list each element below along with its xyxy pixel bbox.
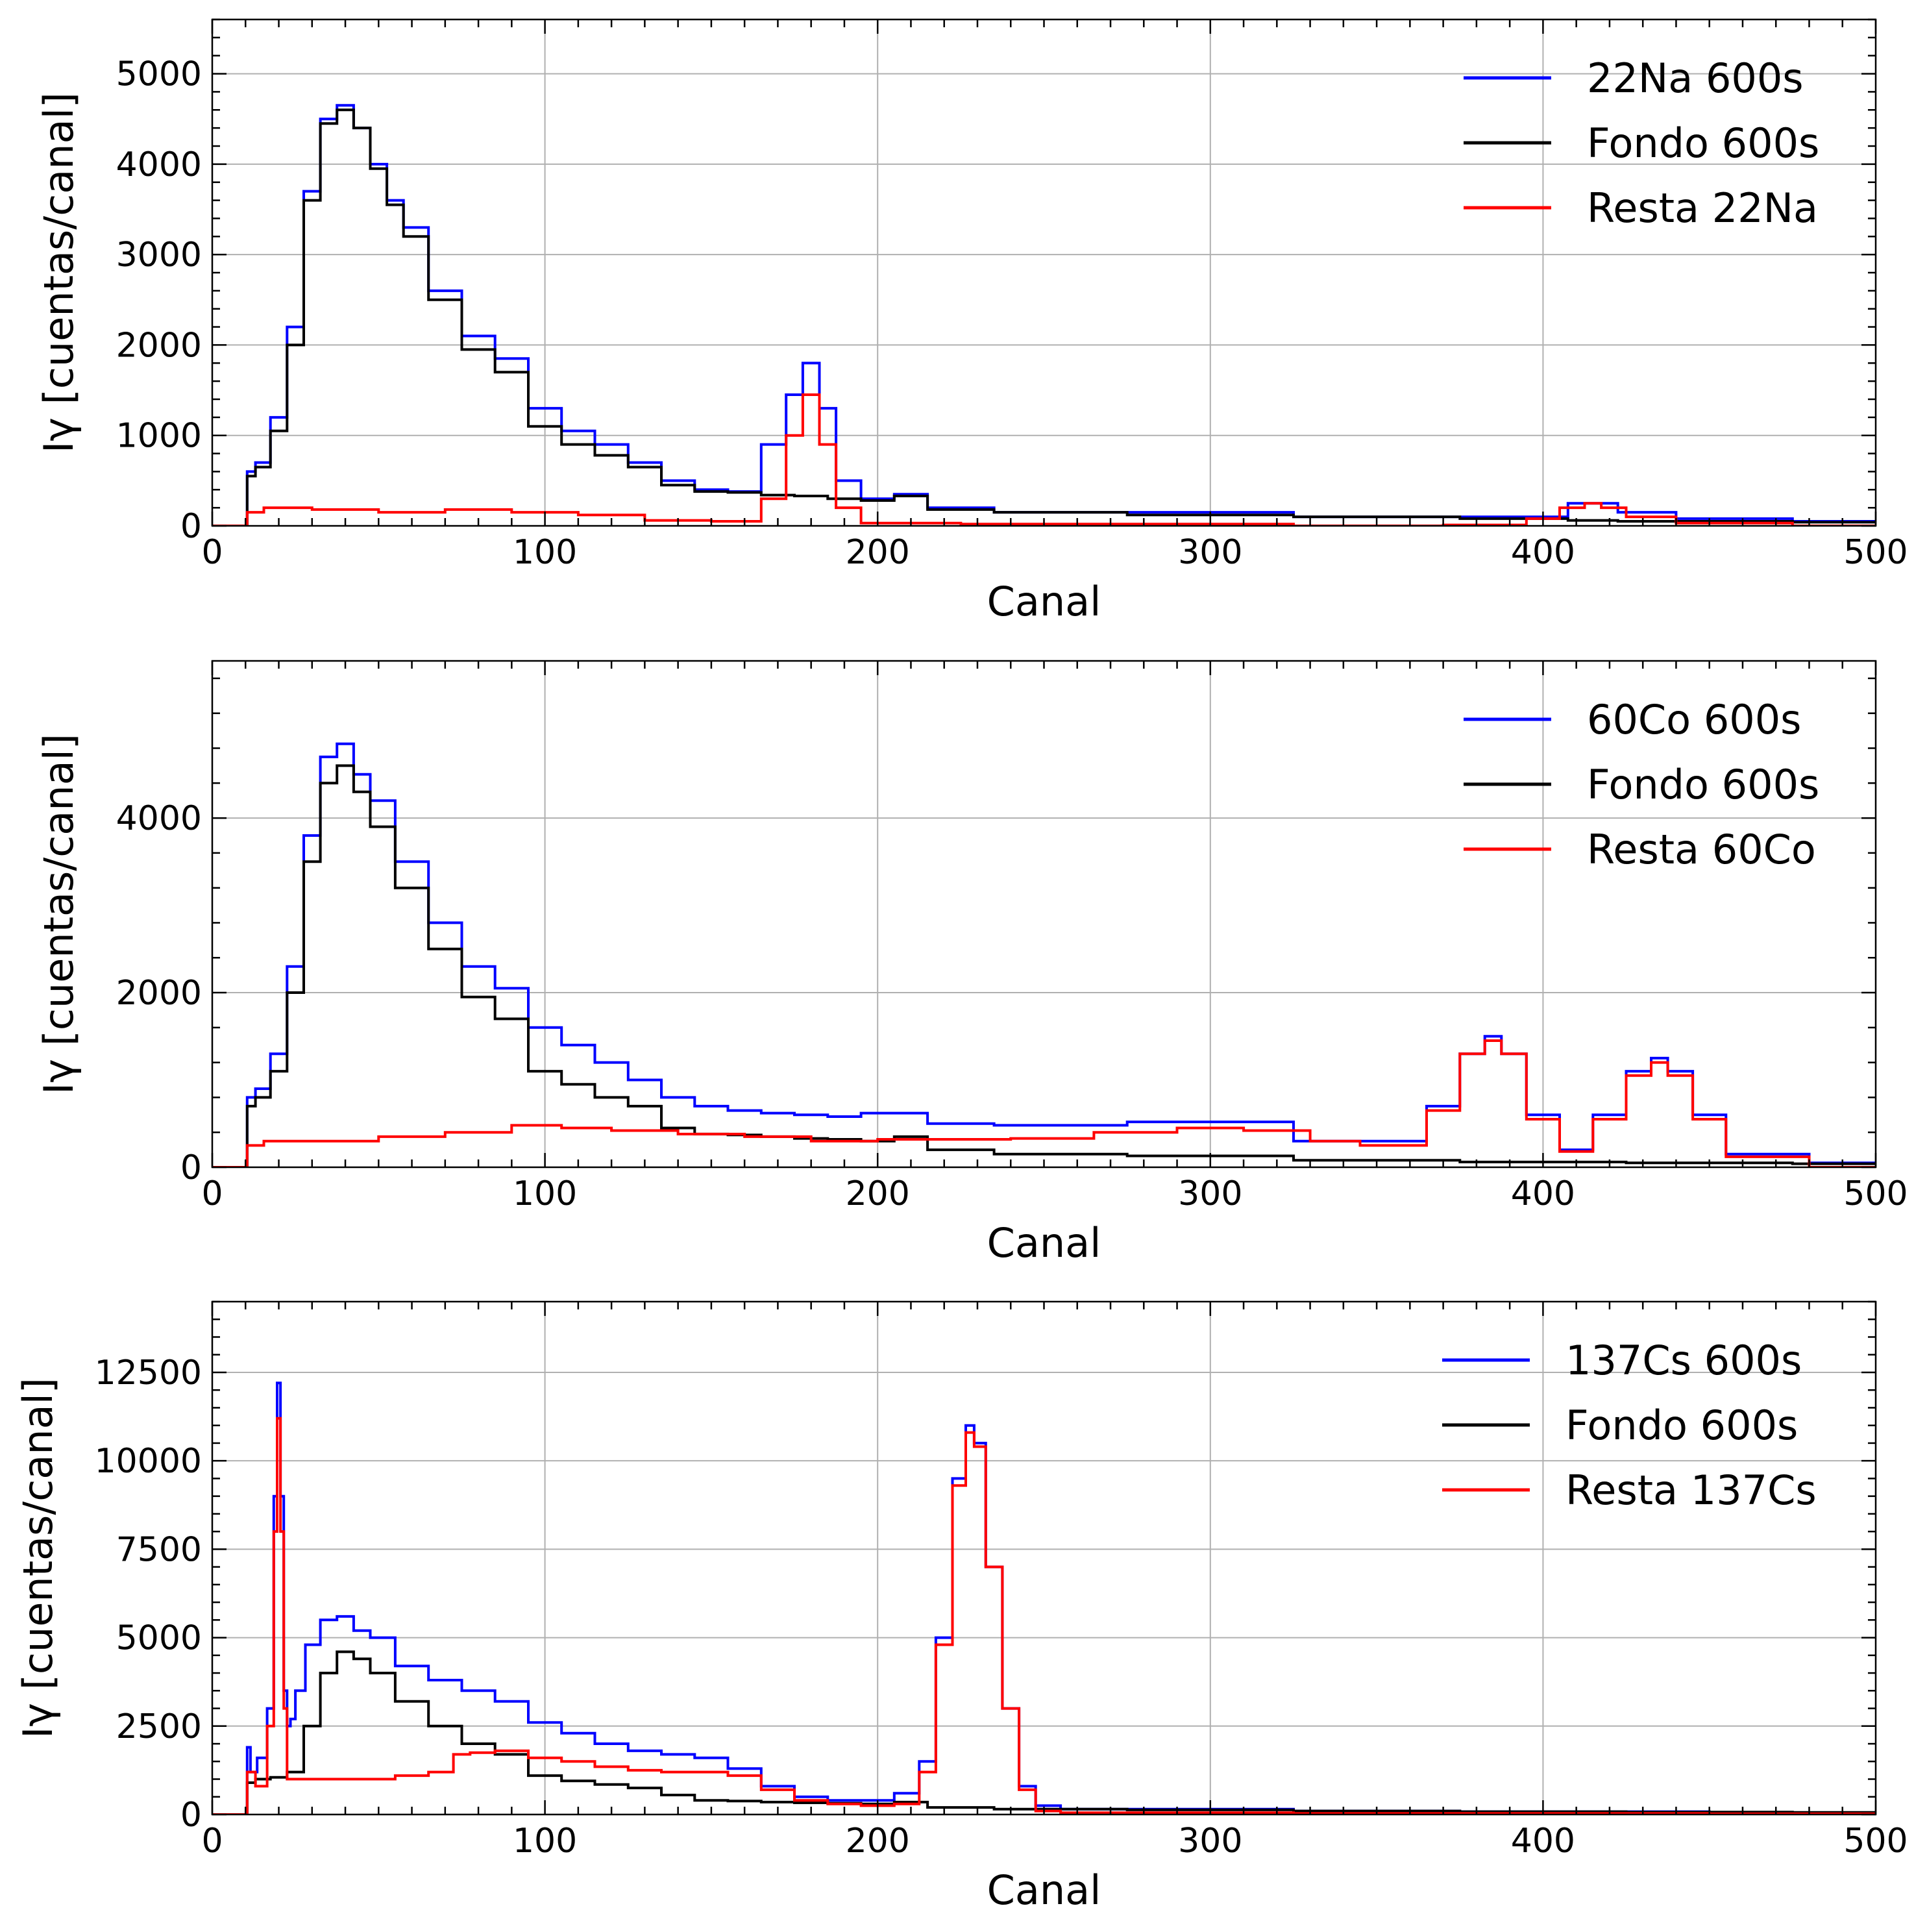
x-tick-label: 100 xyxy=(513,1822,577,1861)
x-tick-label: 300 xyxy=(1178,1174,1242,1213)
x-tick-label: 100 xyxy=(513,1174,577,1213)
legend-label: 22Na 600s xyxy=(1587,55,1804,102)
y-tick-label: 5000 xyxy=(116,1619,202,1658)
x-tick-label: 0 xyxy=(201,1174,223,1213)
y-axis-label: Iγ [cuentas/canal] xyxy=(35,734,82,1095)
x-tick-label: 500 xyxy=(1843,1822,1908,1861)
y-tick-label: 2000 xyxy=(116,974,202,1013)
chart-panel-60co: 0 100 200 300 400 500 0 2000 4000 Canal Iγ [cuenta… xyxy=(35,660,1908,1267)
legend-label: Fondo 600s xyxy=(1587,761,1819,808)
x-tick-label: 400 xyxy=(1511,533,1575,572)
legend-label: Resta 22Na xyxy=(1587,184,1818,232)
series-line-fondo-600s xyxy=(212,764,1876,1167)
x-tick-label: 400 xyxy=(1511,1822,1575,1861)
series-line-fondo-600s xyxy=(212,1650,1876,1814)
y-tick-label: 10000 xyxy=(95,1442,202,1481)
x-axis-label: Canal xyxy=(987,578,1101,625)
x-tick-label: 200 xyxy=(846,1822,910,1861)
x-axis-label: Canal xyxy=(987,1219,1101,1267)
y-tick-label: 1000 xyxy=(116,417,202,456)
legend-label: Fondo 600s xyxy=(1587,119,1819,167)
x-tick-label: 200 xyxy=(846,1174,910,1213)
x-tick-label: 100 xyxy=(513,533,577,572)
x-tick-label: 400 xyxy=(1511,1174,1575,1213)
y-tick-label: 0 xyxy=(180,1796,202,1835)
y-tick-label: 2500 xyxy=(116,1707,202,1746)
x-tick-label: 500 xyxy=(1843,1174,1908,1213)
series-line-resta-60co xyxy=(212,1039,1876,1167)
y-tick-label: 4000 xyxy=(116,145,202,184)
legend-label: Resta 137Cs xyxy=(1565,1467,1817,1514)
legend-label: 137Cs 600s xyxy=(1565,1337,1802,1384)
x-axis-label: Canal xyxy=(987,1866,1101,1914)
series-line-60co-600s xyxy=(212,742,1876,1167)
y-tick-label: 0 xyxy=(180,1148,202,1187)
legend-label: Resta 60Co xyxy=(1587,826,1816,873)
x-tick-label: 0 xyxy=(201,533,223,572)
y-tick-label: 4000 xyxy=(116,799,202,838)
y-tick-label: 0 xyxy=(180,507,202,546)
series-line-resta-137cs xyxy=(212,1417,1876,1814)
y-tick-label: 5000 xyxy=(116,55,202,94)
legend-label: 60Co 600s xyxy=(1587,696,1801,743)
x-tick-label: 200 xyxy=(846,533,910,572)
y-axis-label: Iγ [cuentas/canal] xyxy=(35,92,82,453)
y-tick-label: 2000 xyxy=(116,326,202,365)
y-tick-label: 3000 xyxy=(116,236,202,275)
x-tick-label: 300 xyxy=(1178,533,1242,572)
chart-panel-137cs: 0 100 200 300 400 50002500500075001000012500C… xyxy=(14,1300,1908,1914)
y-tick-label: 7500 xyxy=(116,1530,202,1569)
x-tick-label: 300 xyxy=(1178,1822,1242,1861)
y-tick-label: 12500 xyxy=(95,1354,202,1393)
series-line-resta-22na xyxy=(212,393,1876,526)
x-tick-label: 500 xyxy=(1843,533,1908,572)
chart-panel-22na: 0 100 200 300 400 500010002000300040005000Can… xyxy=(35,18,1908,625)
legend-label: Fondo 600s xyxy=(1565,1402,1798,1449)
series-line-fondo-600s xyxy=(212,108,1876,526)
x-tick-label: 0 xyxy=(201,1822,223,1861)
y-axis-label: Iγ [cuentas/canal] xyxy=(14,1378,62,1739)
